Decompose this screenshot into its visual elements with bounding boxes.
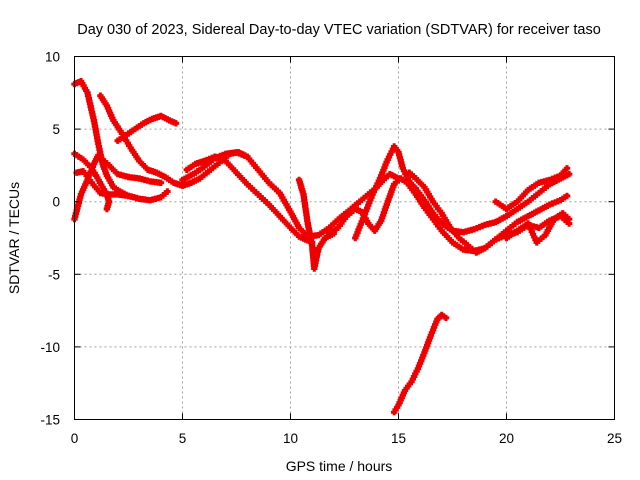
series-arc-13 [492,165,571,213]
x-tick-labels: 0 5 10 15 20 25 [71,431,622,446]
x-tick-label: 25 [607,431,622,446]
series-point-markers [73,168,143,202]
plot-frame [74,56,615,420]
y-tick-label: 10 [45,50,60,65]
y-tick-label: -15 [40,413,60,428]
series-arc-15 [391,311,450,416]
series-point-markers [295,176,337,272]
x-tick-label: 5 [179,431,187,446]
x-tick-label: 10 [283,431,298,446]
data-series [71,78,573,416]
series-arc-4 [73,168,143,202]
y-tick-labels: -15 -10 -5 0 5 10 [40,50,60,428]
series-arc-6 [183,153,316,246]
x-axis-label: GPS time / hours [286,458,393,474]
series-arc-9 [295,176,337,272]
y-tick-label: 0 [52,195,60,210]
series-arc-8 [114,112,180,144]
x-tick-label: 20 [499,431,514,446]
y-tick-label: -5 [48,267,60,282]
series-point-markers [352,143,573,242]
x-tick-label: 15 [391,431,406,446]
series-point-markers [391,311,450,416]
series-point-markers [179,149,251,184]
y-axis-label: SDTVAR / TECUs [6,182,22,294]
series-arc-14 [503,210,573,246]
chart-title: Day 030 of 2023, Sidereal Day-to-day VTE… [77,22,601,38]
series-point-markers [97,92,402,240]
series-arc-7 [179,149,251,184]
series-point-markers [492,165,571,213]
x-tick-label: 0 [71,431,79,446]
series-point-markers [114,112,180,144]
series-point-markers [503,210,573,246]
axis-ticks [74,56,615,420]
y-tick-label: 5 [52,122,60,137]
series-arc-11 [352,143,573,242]
y-tick-label: -10 [40,340,60,355]
